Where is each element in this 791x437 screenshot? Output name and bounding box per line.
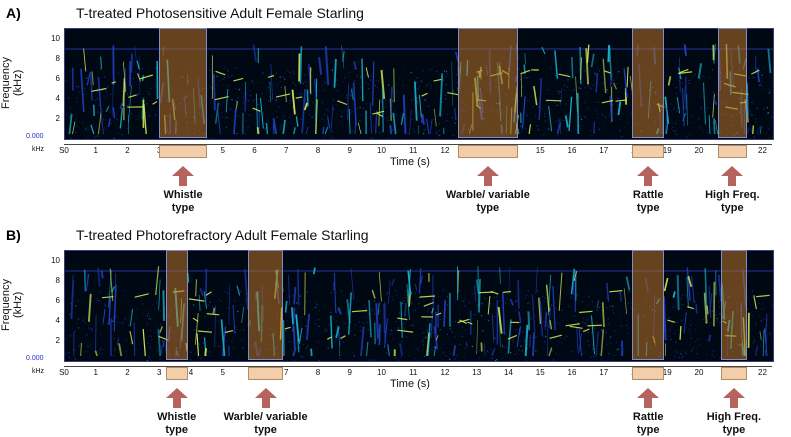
x-tick-label: 17 xyxy=(596,368,612,377)
up-arrow-icon xyxy=(255,388,277,408)
panel-letter: A) xyxy=(6,5,21,21)
y-tick-label: 8 xyxy=(40,54,60,63)
highlight-axis-band xyxy=(248,367,283,380)
y-tick-label: 2 xyxy=(40,336,60,345)
y-tick-label: 6 xyxy=(40,74,60,83)
x-tick-label: 12 xyxy=(437,146,453,155)
x-tick-label: 12 xyxy=(437,368,453,377)
y-unit-label: kHz xyxy=(32,368,44,375)
category-label: High Freq.type xyxy=(677,189,787,215)
up-arrow-icon xyxy=(637,388,659,408)
x-tick-label: 7 xyxy=(278,146,294,155)
up-arrow-icon xyxy=(477,166,499,186)
category-label-line: High Freq. xyxy=(679,411,789,424)
x-tick-label: 13 xyxy=(469,368,485,377)
x-tick-label: 9 xyxy=(342,368,358,377)
category-label-line: Whistle xyxy=(128,189,238,202)
y-zero-label: 0.000 xyxy=(26,355,44,363)
highlight-axis-band xyxy=(718,145,747,158)
highlight-axis-band xyxy=(721,367,746,380)
category-label-line: type xyxy=(433,202,543,215)
x-tick-label: 22 xyxy=(754,368,770,377)
highlight-axis-band xyxy=(159,145,207,158)
y-tick-label: 8 xyxy=(40,276,60,285)
y-unit-label: kHz xyxy=(32,146,44,153)
panel-title: T-treated Photosensitive Adult Female St… xyxy=(76,5,364,21)
x-tick-label: 22 xyxy=(754,146,770,155)
category-label-line: High Freq. xyxy=(677,189,787,202)
x-tick-label: 8 xyxy=(310,146,326,155)
category-label-line: type xyxy=(679,424,789,437)
x-tick-label: 20 xyxy=(691,368,707,377)
category-label: High Freq.type xyxy=(679,411,789,437)
y-tick-label: 6 xyxy=(40,296,60,305)
up-arrow-icon xyxy=(166,388,188,408)
x-tick-label: 1 xyxy=(88,146,104,155)
x-tick-label: 16 xyxy=(564,146,580,155)
x-tick-label: S0 xyxy=(56,368,72,377)
highlight-axis-band xyxy=(458,145,518,158)
category-label-line: Warble/ variable xyxy=(211,411,321,424)
highlight-region xyxy=(166,250,188,360)
y-tick-label: 10 xyxy=(40,34,60,43)
highlight-region xyxy=(721,250,746,360)
highlight-region xyxy=(159,28,207,138)
panel-letter: B) xyxy=(6,227,21,243)
x-tick-label: 2 xyxy=(119,368,135,377)
up-arrow-icon xyxy=(723,388,745,408)
x-tick-label: 1 xyxy=(88,368,104,377)
x-tick-label: 2 xyxy=(119,146,135,155)
category-label-line: type xyxy=(128,202,238,215)
x-tick-label: 10 xyxy=(373,146,389,155)
x-tick-label: 14 xyxy=(500,368,516,377)
highlight-region xyxy=(248,250,283,360)
x-tick-label: 11 xyxy=(405,368,421,377)
x-tick-label: 16 xyxy=(564,368,580,377)
category-label-line: type xyxy=(211,424,321,437)
x-tick-label: 5 xyxy=(215,368,231,377)
highlight-axis-band xyxy=(632,367,664,380)
up-arrow-icon xyxy=(637,166,659,186)
x-tick-label: 10 xyxy=(373,368,389,377)
x-tick-label: 17 xyxy=(596,146,612,155)
up-arrow-icon xyxy=(721,166,743,186)
panel-b: B) T-treated Photorefractory Adult Femal… xyxy=(0,222,791,435)
x-tick-label: S0 xyxy=(56,146,72,155)
up-arrow-icon xyxy=(172,166,194,186)
x-tick-label: 6 xyxy=(246,146,262,155)
x-tick-label: 8 xyxy=(310,368,326,377)
highlight-region xyxy=(718,28,747,138)
x-axis-title: Time (s) xyxy=(380,156,440,168)
highlight-axis-band xyxy=(166,367,188,380)
highlight-region xyxy=(632,250,664,360)
highlight-region xyxy=(458,28,518,138)
x-axis-title: Time (s) xyxy=(380,378,440,390)
x-tick-label: 15 xyxy=(532,146,548,155)
x-tick-label: 11 xyxy=(405,146,421,155)
y-zero-label: 0.000 xyxy=(26,133,44,141)
y-tick-label: 2 xyxy=(40,114,60,123)
category-label-line: type xyxy=(677,202,787,215)
panel-a: A) T-treated Photosensitive Adult Female… xyxy=(0,0,791,215)
y-tick-label: 4 xyxy=(40,316,60,325)
x-tick-label: 9 xyxy=(342,146,358,155)
highlight-axis-band xyxy=(632,145,664,158)
x-tick-label: 15 xyxy=(532,368,548,377)
y-axis-label: Frequency (kHz) xyxy=(0,48,18,118)
panel-title: T-treated Photorefractory Adult Female S… xyxy=(76,227,369,243)
highlight-region xyxy=(632,28,664,138)
y-tick-label: 10 xyxy=(40,256,60,265)
x-tick-label: 5 xyxy=(215,146,231,155)
x-tick-label: 20 xyxy=(691,146,707,155)
y-axis-label: Frequency (kHz) xyxy=(0,270,18,340)
y-tick-label: 4 xyxy=(40,94,60,103)
category-label-line: Warble/ variable xyxy=(433,189,543,202)
